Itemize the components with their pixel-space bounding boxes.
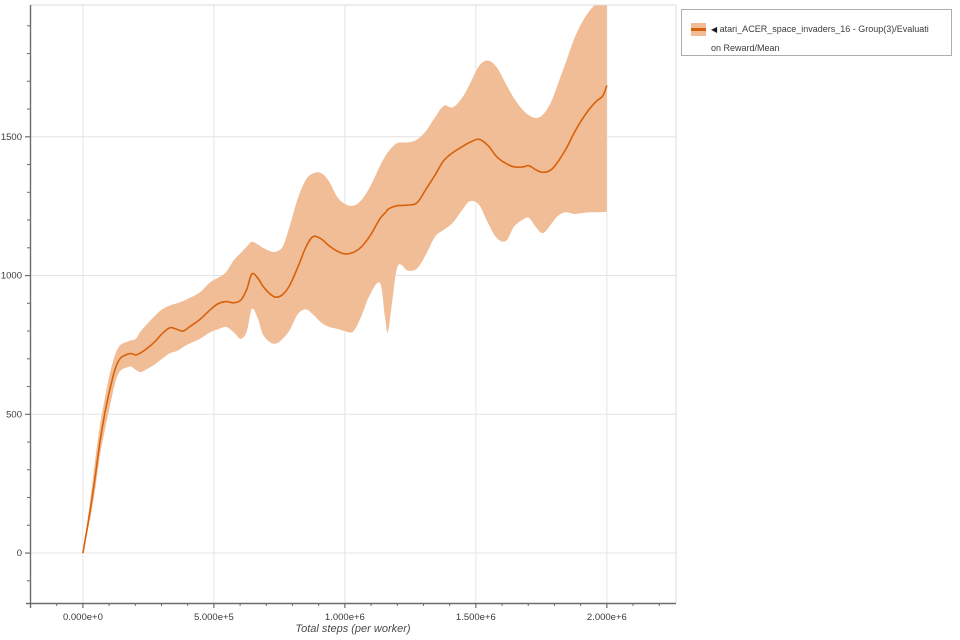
x-tick-label: 0.000e+0	[63, 612, 103, 623]
y-tick-label: 1500	[1, 132, 22, 143]
series-line-swatch-icon	[691, 28, 706, 31]
legend-label-line1: atari_ACER_space_invaders_16 - Group(3)/…	[719, 24, 929, 34]
y-tick-label: 0	[17, 548, 22, 559]
y-tick-label: 1000	[1, 271, 22, 282]
series-line	[82, 85, 608, 554]
legend-label: ◀ atari_ACER_space_invaders_16 - Group(3…	[711, 20, 929, 57]
plot-area[interactable]	[30, 5, 676, 603]
series-band-swatch-icon	[691, 23, 706, 36]
series-band	[82, 5, 607, 554]
x-tick-label: 2.000e+6	[587, 612, 627, 623]
x-axis-title: Total steps (per worker)	[295, 623, 411, 635]
y-tick-label: 500	[6, 409, 22, 420]
x-tick-label: 5.000e+5	[194, 612, 234, 623]
x-tick-label: 1.500e+6	[456, 612, 496, 623]
triangle-left-marker-icon: ◀	[711, 25, 718, 34]
legend-label-line2: on Reward/Mean	[711, 43, 780, 53]
legend-item-series[interactable]: ◀ atari_ACER_space_invaders_16 - Group(3…	[682, 10, 951, 57]
legend-box: ◀ atari_ACER_space_invaders_16 - Group(3…	[681, 9, 952, 56]
x-tick-label: 1.000e+6	[325, 612, 365, 623]
